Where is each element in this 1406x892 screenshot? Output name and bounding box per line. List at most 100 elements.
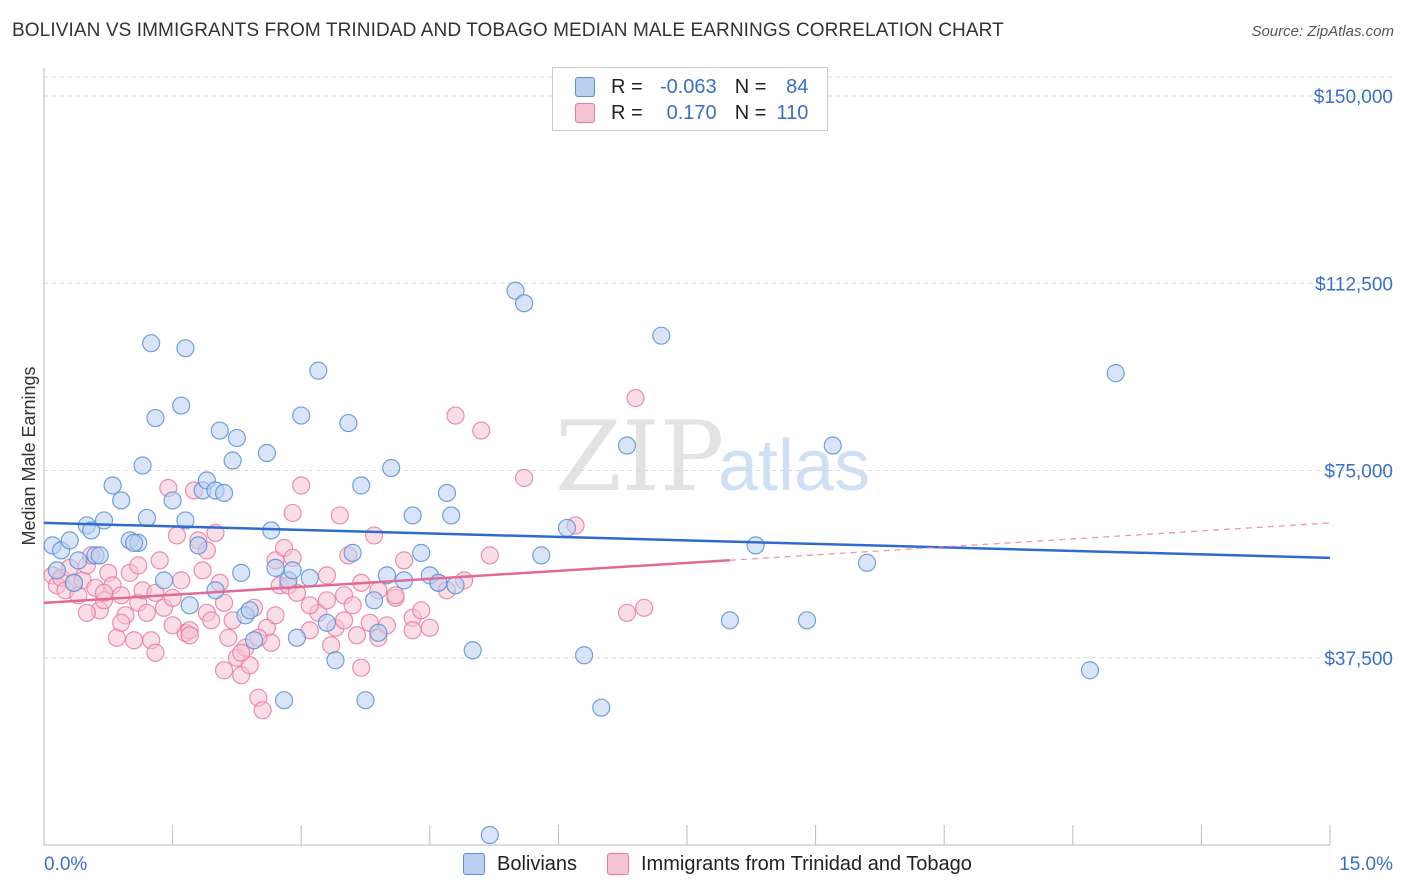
trinidad-point xyxy=(180,626,199,645)
bolivian-point xyxy=(442,506,461,525)
trinidad-point xyxy=(317,591,337,610)
bolivian-point xyxy=(532,546,551,565)
trinidad-point xyxy=(112,613,131,632)
trinidad-point xyxy=(219,628,238,647)
bolivian-point xyxy=(352,476,371,495)
bolivian-point xyxy=(412,543,431,562)
trinidad-point xyxy=(240,656,259,675)
bolivian-point xyxy=(377,566,397,585)
trinidad-point xyxy=(617,603,637,622)
axis-labels: $150,000 $112,500 $75,000 $37,500 0.0% 15.0% M… xyxy=(19,87,1393,875)
bolivian-point xyxy=(823,436,842,455)
trinidad-legend-swatch xyxy=(607,853,629,875)
trinidad-point xyxy=(403,621,422,640)
bolivian-point xyxy=(146,408,165,428)
bolivian-point xyxy=(244,631,264,650)
trinidad-point xyxy=(202,611,221,630)
bolivian-point xyxy=(746,536,765,555)
bolivian-point xyxy=(617,436,637,455)
bolivian-point xyxy=(257,443,277,463)
trinidad-point xyxy=(330,506,349,525)
bolivian-point xyxy=(210,421,229,440)
bolivian-point xyxy=(557,518,577,538)
bolivian-point xyxy=(437,483,457,503)
r-label: R = xyxy=(611,75,643,98)
trinidad-point xyxy=(266,606,285,625)
axes xyxy=(43,68,1331,846)
bolivian-point xyxy=(515,294,534,313)
trinidad-point xyxy=(480,546,499,565)
bolivian-point xyxy=(90,546,109,565)
bolivian-point xyxy=(137,508,156,528)
trinidad-point xyxy=(347,626,367,645)
y-tick-label: $37,500 xyxy=(1324,649,1393,670)
bolivian-point xyxy=(154,571,174,590)
trinidad-point xyxy=(150,551,169,570)
trinidad-point xyxy=(317,566,337,585)
trinidad-point xyxy=(292,476,311,495)
bolivian-point xyxy=(857,553,877,572)
bolivian-point xyxy=(506,281,525,300)
y-tick-label: $150,000 xyxy=(1314,87,1393,108)
trinidad-point xyxy=(172,571,191,590)
legend-row-bolivians: R = -0.063 N = 84 xyxy=(575,75,808,99)
trinidad-point xyxy=(129,556,148,575)
trinidad-point xyxy=(137,603,156,622)
bolivian-point xyxy=(369,623,388,642)
trinidad-point xyxy=(352,658,371,677)
trinidad-point xyxy=(232,643,251,662)
r-label: R = xyxy=(611,101,643,124)
bolivian-point xyxy=(403,506,422,525)
bolivian-point xyxy=(364,591,384,610)
bolivian-point xyxy=(274,691,294,710)
bolivian-point xyxy=(94,511,114,530)
bolivian-point xyxy=(356,691,375,710)
bolivian-point xyxy=(1080,661,1100,680)
trinidad-trend-line xyxy=(43,558,730,605)
bolivian-point xyxy=(480,825,499,845)
bolivian-point xyxy=(232,563,251,582)
trinidad-swatch xyxy=(575,103,595,123)
bolivian-point xyxy=(64,573,84,592)
bolivian-point xyxy=(309,361,328,380)
bolivian-point xyxy=(227,428,246,448)
bolivian-point xyxy=(103,476,122,495)
bolivian-point xyxy=(592,698,611,717)
bolivian-point xyxy=(652,326,671,345)
trinidad-point xyxy=(472,421,491,440)
trinidad-point xyxy=(364,526,384,545)
bolivian-point xyxy=(214,483,234,503)
y-tick-label: $75,000 xyxy=(1324,462,1393,483)
trinidad-point xyxy=(124,631,144,650)
bolivian-point xyxy=(266,558,285,577)
trinidad-point xyxy=(214,661,234,680)
legend-item-bolivians: Bolivians xyxy=(463,851,577,877)
trinidad-point xyxy=(386,586,405,605)
bolivian-points xyxy=(43,281,1125,845)
bolivians-legend-swatch xyxy=(463,853,485,875)
n-label: N = xyxy=(734,75,767,98)
bolivian-point xyxy=(283,561,302,580)
bolivian-point xyxy=(326,651,345,670)
trinidad-point xyxy=(146,643,165,662)
bolivian-point xyxy=(60,531,79,550)
trinidad-point xyxy=(626,388,645,408)
trinidad-point xyxy=(193,561,212,580)
r-value: -0.063 xyxy=(659,75,717,98)
n-value: 110 xyxy=(776,101,809,124)
bolivian-point xyxy=(797,611,817,630)
trinidad-point xyxy=(77,603,96,622)
trinidad-legend-label: Immigrants from Trinidad and Tobago xyxy=(641,852,972,875)
bolivian-point xyxy=(223,451,242,470)
bolivian-point xyxy=(382,458,401,478)
r-value: 0.170 xyxy=(666,101,717,124)
bolivian-point xyxy=(339,413,358,433)
trinidad-point xyxy=(163,616,182,635)
bolivian-point xyxy=(720,611,739,630)
trinidad-point xyxy=(283,503,302,523)
bolivian-point xyxy=(172,396,191,415)
bolivian-point xyxy=(317,613,337,632)
watermark-atlas: atlas xyxy=(718,426,870,506)
bolivian-point xyxy=(133,456,152,475)
